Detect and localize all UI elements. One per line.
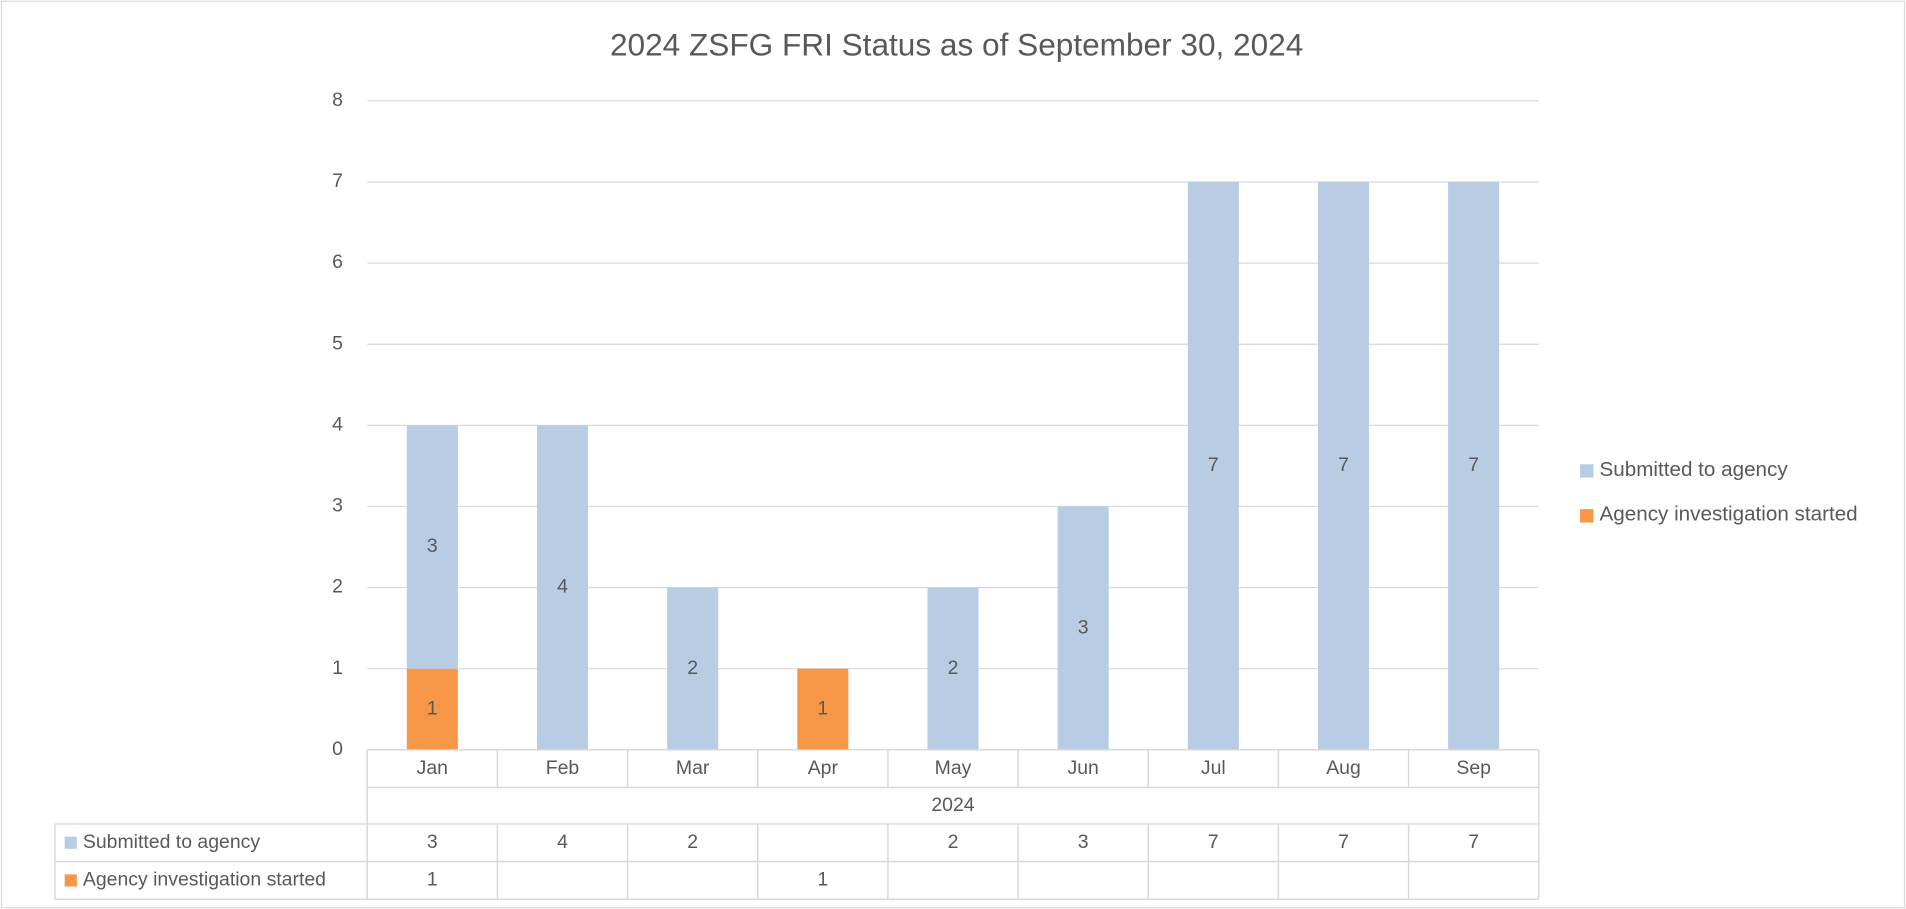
- y-tick-label: 8: [332, 89, 343, 111]
- bar-segment: [1448, 181, 1500, 750]
- table-cell: 3: [427, 831, 438, 853]
- bar-segment: [406, 425, 458, 669]
- bar-segment: [797, 668, 849, 750]
- table-legend-key: [64, 874, 77, 887]
- y-tick-label: 4: [332, 413, 343, 435]
- table-legend-key: [64, 836, 77, 849]
- y-tick-label: 6: [332, 251, 343, 273]
- bar-segment: [536, 425, 589, 750]
- y-tick-label: 0: [332, 738, 343, 760]
- table-cell: 3: [1078, 831, 1089, 853]
- table-cell: 7: [1468, 831, 1479, 853]
- y-tick-label: 7: [332, 170, 343, 192]
- table-cell: 7: [1338, 831, 1349, 853]
- data-label: 7: [1468, 454, 1479, 476]
- data-label: 7: [1338, 454, 1349, 476]
- x-tick-label: Mar: [676, 757, 710, 779]
- legend-key: [1580, 509, 1594, 523]
- chart-title: 2024 ZSFG FRI Status as of September 30,…: [610, 27, 1303, 63]
- data-label: 1: [427, 697, 438, 719]
- x-tick-label: Feb: [546, 757, 580, 779]
- bar-segment: [1187, 181, 1239, 750]
- data-label: 7: [1208, 454, 1219, 476]
- category-group-label: 2024: [931, 794, 974, 816]
- data-label: 4: [557, 576, 568, 598]
- data-label: 3: [427, 535, 438, 557]
- y-tick-label: 1: [332, 657, 343, 679]
- data-label: 3: [1078, 616, 1089, 638]
- table-cell: 1: [817, 869, 828, 891]
- x-tick-label: Jul: [1201, 757, 1226, 779]
- bar-segment: [927, 587, 979, 750]
- x-tick-label: Aug: [1326, 757, 1361, 779]
- table-cell: 2: [687, 831, 698, 853]
- data-label: 1: [817, 697, 828, 719]
- table-cell: 2: [948, 831, 959, 853]
- legend-label: Agency investigation started: [1600, 503, 1858, 526]
- bar-segment: [667, 587, 719, 750]
- x-tick-label: May: [935, 757, 972, 779]
- table-cell: 7: [1208, 831, 1219, 853]
- y-tick-label: 3: [332, 495, 343, 517]
- data-label: 2: [687, 657, 698, 679]
- legend-label: Submitted to agency: [1600, 458, 1789, 481]
- x-tick-label: Sep: [1456, 757, 1491, 779]
- data-label: 2: [948, 657, 959, 679]
- bar-segment: [1057, 506, 1109, 750]
- bar-segment: [1317, 181, 1370, 750]
- y-tick-label: 5: [332, 332, 343, 354]
- y-tick-label: 2: [332, 576, 343, 598]
- table-row-label: Agency investigation started: [83, 869, 326, 891]
- table-cell: 4: [557, 831, 568, 853]
- table-row-label: Submitted to agency: [83, 831, 260, 853]
- x-tick-label: Jun: [1067, 757, 1098, 779]
- legend-key: [1580, 464, 1594, 478]
- x-tick-label: Jan: [417, 757, 448, 779]
- x-tick-label: Apr: [808, 757, 839, 779]
- bar-segment: [406, 668, 458, 750]
- table-cell: 1: [427, 869, 438, 891]
